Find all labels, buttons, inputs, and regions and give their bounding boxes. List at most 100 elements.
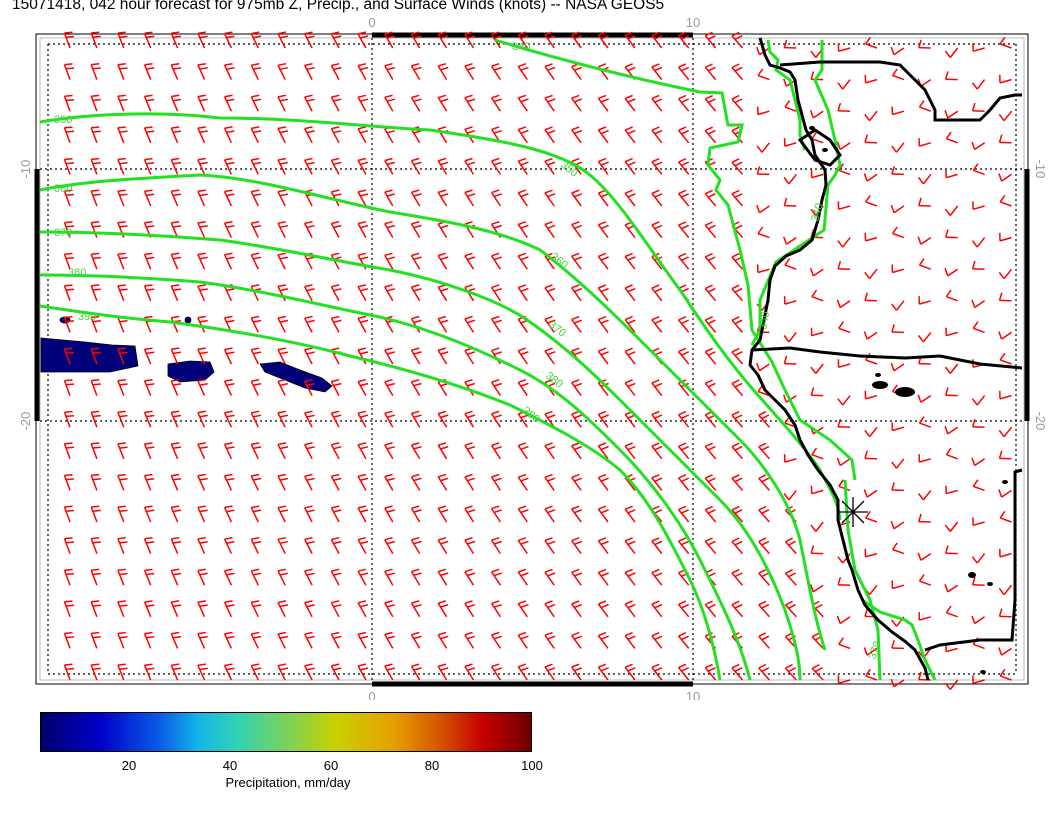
wind-barb-icon bbox=[304, 65, 313, 80]
wind-barb-icon bbox=[250, 633, 259, 649]
wind-barb-icon bbox=[922, 489, 932, 501]
wind-barb-feather bbox=[306, 635, 315, 639]
wind-barb-feather bbox=[731, 158, 740, 163]
wind-barb-feather bbox=[918, 513, 922, 522]
wind-barb-icon bbox=[757, 268, 770, 274]
wind-barb-icon bbox=[678, 129, 690, 144]
wind-barb-feather bbox=[199, 541, 208, 544]
wind-barb-icon bbox=[788, 173, 797, 185]
wind-barb-icon bbox=[223, 96, 233, 112]
wind-barb-icon bbox=[464, 255, 475, 270]
wind-barb-feather bbox=[464, 284, 473, 289]
wind-barb-feather bbox=[413, 161, 422, 166]
wind-barb-icon bbox=[678, 351, 690, 365]
wind-barb-icon bbox=[277, 538, 286, 554]
colorbar-tick: 20 bbox=[121, 758, 137, 773]
wind-barb-feather bbox=[678, 126, 687, 132]
wind-barb-icon bbox=[974, 142, 986, 151]
wind-barb-feather bbox=[360, 540, 369, 545]
wind-barb-icon bbox=[892, 110, 905, 116]
wind-barb-icon bbox=[143, 443, 152, 460]
wind-barb-feather bbox=[360, 604, 369, 608]
wind-barb-feather bbox=[357, 600, 367, 604]
wind-barb-feather bbox=[651, 347, 660, 353]
wind-barb-feather bbox=[571, 315, 580, 321]
wind-barb-feather bbox=[117, 347, 126, 350]
wind-barb-icon bbox=[544, 540, 555, 555]
wind-barb-feather bbox=[64, 126, 73, 129]
colorbar-tick: 60 bbox=[323, 758, 339, 773]
wind-barb-feather bbox=[544, 347, 553, 352]
wind-barb-icon bbox=[865, 359, 878, 365]
wind-barb-feather bbox=[437, 442, 447, 446]
wind-barb-feather bbox=[600, 635, 609, 640]
wind-barb-icon bbox=[464, 539, 475, 555]
wind-barb-feather bbox=[251, 31, 260, 35]
wind-barb-icon bbox=[597, 255, 609, 270]
wind-barb-icon bbox=[678, 98, 690, 112]
wind-barb-feather bbox=[731, 663, 740, 669]
wind-barb-icon bbox=[758, 541, 770, 555]
wind-barb-icon bbox=[892, 548, 905, 555]
wind-barb-feather bbox=[598, 94, 607, 100]
wind-barb-feather bbox=[547, 98, 556, 103]
wind-barb-feather bbox=[627, 193, 636, 198]
wind-barb-feather bbox=[493, 351, 502, 356]
wind-barb-feather bbox=[66, 162, 75, 165]
wind-barb-feather bbox=[493, 414, 502, 419]
wind-barb-icon bbox=[972, 205, 985, 211]
wind-barb-icon bbox=[63, 569, 71, 586]
wind-barb-icon bbox=[90, 506, 98, 523]
wind-barb-feather bbox=[411, 157, 420, 162]
wind-barb-icon bbox=[197, 222, 206, 238]
wind-barb-icon bbox=[869, 110, 878, 122]
wind-barb-feather bbox=[251, 536, 260, 540]
wind-barb-feather bbox=[547, 319, 556, 324]
wind-barb-feather bbox=[574, 635, 583, 640]
wind-barb-feather bbox=[146, 509, 155, 513]
wind-barb-feather bbox=[518, 31, 527, 36]
forecast-map: 340 350 360 370 380 390 350 360 370 380 … bbox=[18, 15, 1048, 700]
wind-barb-feather bbox=[917, 335, 925, 343]
wind-barb-feather bbox=[333, 572, 342, 576]
wind-barb-feather bbox=[306, 256, 315, 260]
wind-barb-feather bbox=[785, 569, 793, 575]
wind-barb-icon bbox=[143, 254, 152, 270]
wind-barb-icon bbox=[571, 129, 582, 144]
wind-barb-icon bbox=[517, 381, 528, 397]
wind-barb-icon bbox=[544, 66, 555, 81]
wind-barb-icon bbox=[842, 395, 851, 406]
wind-barb-feather bbox=[571, 189, 580, 194]
wind-barb-feather bbox=[333, 540, 342, 545]
wind-barb-feather bbox=[624, 126, 633, 131]
wind-barb-feather bbox=[493, 98, 502, 103]
wind-barb-feather bbox=[64, 631, 73, 635]
wind-barb-feather bbox=[172, 256, 182, 260]
wind-barb-feather bbox=[277, 220, 287, 225]
wind-barb-icon bbox=[976, 237, 986, 248]
wind-barb-icon bbox=[973, 643, 985, 650]
wind-barb-icon bbox=[490, 666, 502, 681]
wind-barb-icon bbox=[277, 64, 286, 80]
wind-barb-icon bbox=[517, 223, 528, 239]
wind-barb-feather bbox=[678, 505, 687, 511]
wind-barb-feather bbox=[574, 540, 583, 545]
wind-barb-icon bbox=[384, 349, 394, 365]
wind-barb-feather bbox=[810, 208, 817, 216]
axis-label-right: -10 bbox=[1033, 160, 1048, 179]
wind-barb-icon bbox=[945, 331, 958, 337]
wind-barb-feather bbox=[226, 446, 235, 450]
wind-barb-feather bbox=[277, 284, 287, 288]
wind-barb-feather bbox=[331, 220, 340, 225]
wind-barb-icon bbox=[517, 603, 528, 618]
wind-barb-feather bbox=[547, 129, 556, 135]
wind-barb-feather bbox=[253, 130, 262, 134]
wind-barb-icon bbox=[304, 381, 313, 396]
wind-barb-feather bbox=[837, 82, 844, 90]
wind-barb-icon bbox=[90, 285, 98, 302]
wind-barb-feather bbox=[440, 161, 449, 166]
wind-barb-icon bbox=[945, 173, 958, 179]
wind-barb-feather bbox=[544, 94, 553, 99]
wind-barb-icon bbox=[811, 137, 824, 144]
wind-barb-feather bbox=[64, 315, 73, 319]
